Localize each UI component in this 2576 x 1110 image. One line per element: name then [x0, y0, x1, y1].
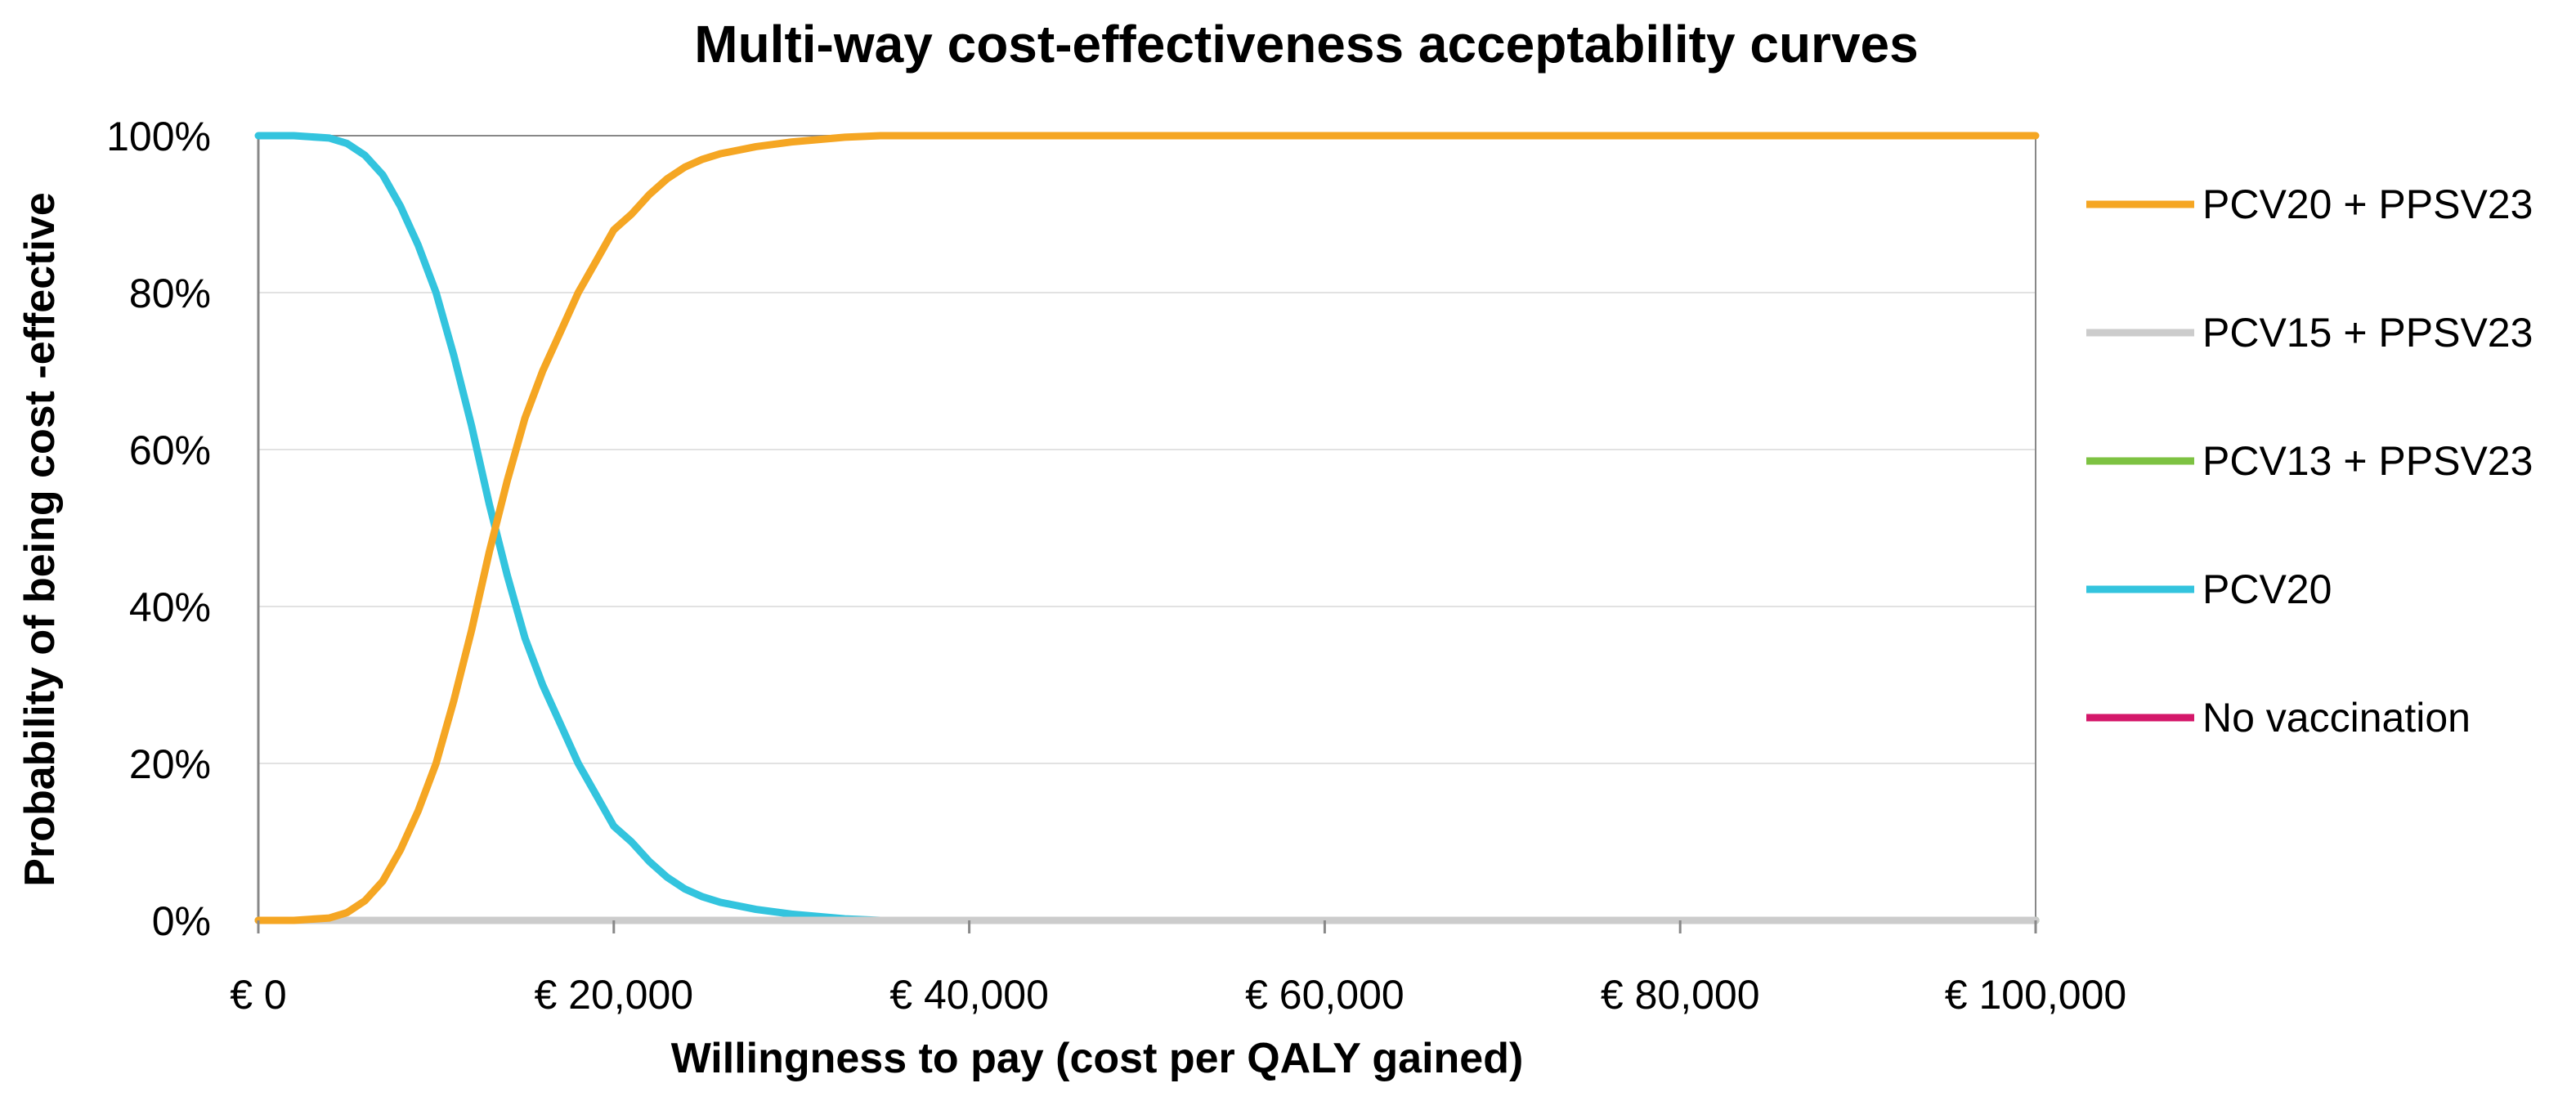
x-tick-label: € 40,000	[889, 972, 1049, 1018]
x-tick-label: € 100,000	[1945, 972, 2126, 1018]
chart-title: Multi-way cost-effectiveness acceptabili…	[694, 15, 1918, 74]
legend-label-pcv13-ppsv23: PCV13 + PPSV23	[2202, 438, 2533, 484]
plot-frame	[257, 135, 2036, 922]
x-axis-label: Willingness to pay (cost per QALY gained…	[671, 1035, 1524, 1082]
y-tick-label: 60%	[129, 427, 211, 473]
series-line-pcv20-ppsv23	[254, 132, 2040, 924]
x-tick-label: € 20,000	[534, 972, 693, 1018]
x-tick-label: € 60,000	[1245, 972, 1404, 1018]
x-tick-label: € 0	[230, 972, 287, 1018]
y-tick-label: 40%	[129, 584, 211, 630]
y-tick-label: 20%	[129, 741, 211, 787]
y-axis-label: Probability of being cost -effective	[16, 192, 64, 886]
x-axis: € 0 € 20,000 € 40,000 € 60,000 € 80,000 € 100…	[230, 920, 2126, 1018]
legend-label-pcv20-ppsv23: PCV20 + PPSV23	[2202, 181, 2533, 227]
y-tick-label: 80%	[129, 271, 211, 316]
legend-label-no-vaccination: No vaccination	[2202, 695, 2471, 741]
legend-label-pcv15-ppsv23: PCV15 + PPSV23	[2202, 310, 2533, 356]
y-axis: 0% 20% 40% 60% 80% 100%	[106, 114, 211, 944]
x-tick-label: € 80,000	[1601, 972, 1760, 1018]
legend-label-pcv20: PCV20	[2202, 566, 2332, 612]
grid	[258, 292, 2036, 764]
y-tick-label: 0%	[152, 898, 211, 944]
legend: PCV20 + PPSV23 PCV15 + PPSV23 PCV13 + PPSV…	[2086, 181, 2533, 741]
series-layer	[254, 132, 2040, 924]
series-line-pcv20	[254, 132, 2040, 924]
y-tick-label: 100%	[106, 114, 211, 159]
